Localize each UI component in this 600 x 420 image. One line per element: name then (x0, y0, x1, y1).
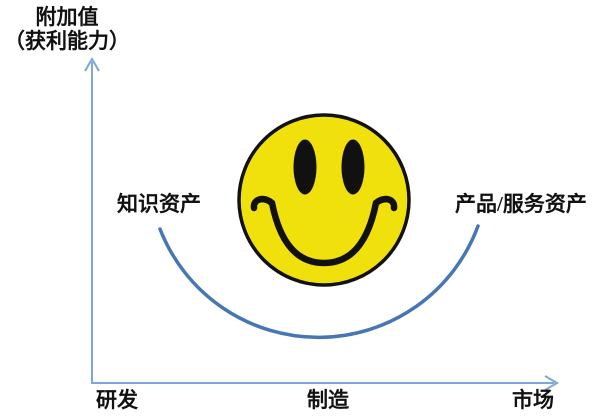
smile-value-curve (158, 224, 480, 340)
y-axis-arrowhead-icon (84, 57, 100, 72)
y-axis-title-line1: 附加值 (35, 5, 99, 29)
x-label-manufacturing: 制造 (307, 388, 349, 412)
y-axis-title-line2: （获利能力） (4, 29, 130, 53)
x-label-market: 市场 (512, 388, 554, 412)
smiley-face-icon (237, 113, 411, 287)
smiley-head (237, 113, 411, 287)
product-service-assets-label: 产品/服务资产 (455, 192, 587, 216)
smiley-mouth (250, 195, 398, 267)
x-axis-arrowhead-icon (544, 375, 559, 391)
smiley-right-eye (341, 139, 365, 195)
knowledge-assets-label: 知识资产 (117, 192, 201, 216)
y-axis-title: 附加值 （获利能力） (0, 5, 134, 53)
smiley-left-eye (293, 139, 317, 195)
x-label-rd: 研发 (96, 388, 138, 412)
